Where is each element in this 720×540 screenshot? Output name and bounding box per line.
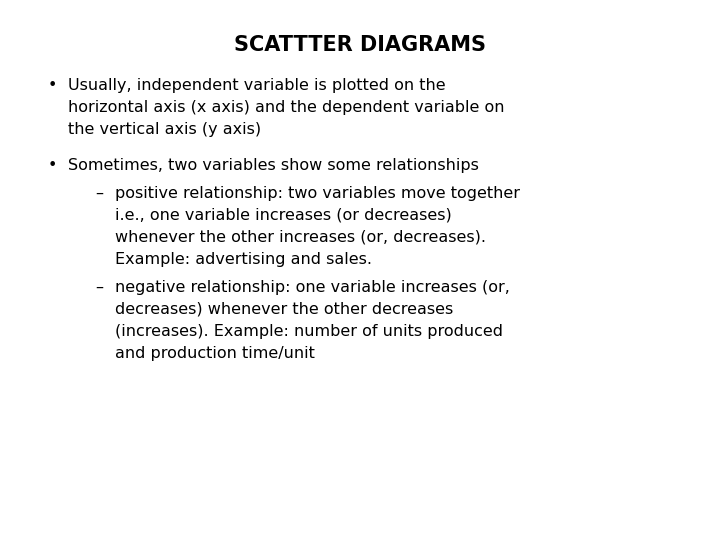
Text: SCATTTER DIAGRAMS: SCATTTER DIAGRAMS — [234, 35, 486, 55]
Text: –: – — [95, 186, 103, 201]
Text: Sometimes, two variables show some relationships: Sometimes, two variables show some relat… — [68, 158, 479, 173]
Text: and production time/unit: and production time/unit — [115, 346, 315, 361]
Text: the vertical axis (y axis): the vertical axis (y axis) — [68, 122, 261, 137]
Text: •: • — [48, 78, 58, 93]
Text: decreases) whenever the other decreases: decreases) whenever the other decreases — [115, 302, 454, 317]
Text: •: • — [48, 158, 58, 173]
Text: negative relationship: one variable increases (or,: negative relationship: one variable incr… — [115, 280, 510, 295]
Text: –: – — [95, 280, 103, 295]
Text: i.e., one variable increases (or decreases): i.e., one variable increases (or decreas… — [115, 208, 451, 223]
Text: whenever the other increases (or, decreases).: whenever the other increases (or, decrea… — [115, 230, 486, 245]
Text: (increases). Example: number of units produced: (increases). Example: number of units pr… — [115, 324, 503, 339]
Text: Example: advertising and sales.: Example: advertising and sales. — [115, 252, 372, 267]
Text: Usually, independent variable is plotted on the: Usually, independent variable is plotted… — [68, 78, 446, 93]
Text: positive relationship: two variables move together: positive relationship: two variables mov… — [115, 186, 520, 201]
Text: horizontal axis (x axis) and the dependent variable on: horizontal axis (x axis) and the depende… — [68, 100, 505, 115]
